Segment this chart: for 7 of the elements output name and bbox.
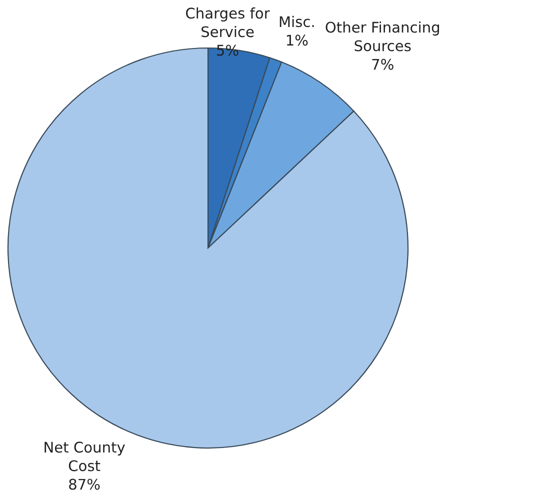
slice-label: Net County Cost [44,442,125,472]
slice-label: Misc. [280,16,314,28]
data-label: 7% [372,58,394,70]
data-label: 1% [286,34,308,46]
data-label: 87% [69,478,100,490]
slice-label: Charges for Service [186,7,270,38]
slice-label: Other Financing Sources [326,21,440,52]
